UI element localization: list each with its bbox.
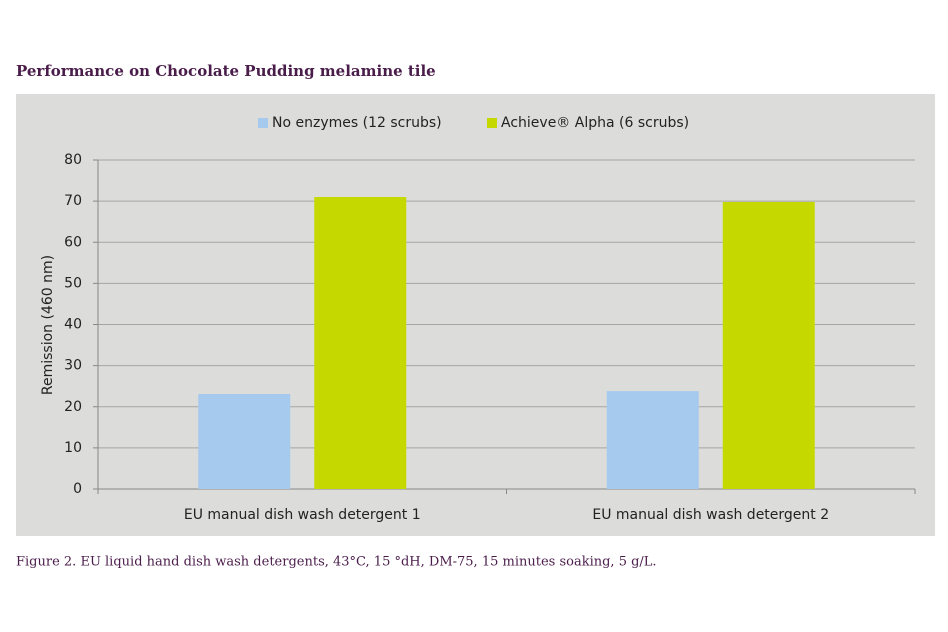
bar — [606, 391, 699, 489]
y-tick-label: 0 — [73, 481, 82, 497]
y-tick-label: 10 — [64, 440, 82, 456]
y-tick-label: 60 — [64, 234, 82, 250]
y-tick-label: 20 — [64, 399, 82, 415]
y-tick-label: 80 — [64, 152, 82, 168]
bar — [314, 197, 407, 489]
y-tick-label: 50 — [64, 275, 82, 291]
chart-title: Performance on Chocolate Pudding melamin… — [16, 62, 436, 80]
bar — [198, 394, 291, 489]
caption: Figure 2. EU liquid hand dish wash deter… — [16, 555, 657, 570]
x-tick-label: EU manual dish wash detergent 1 — [184, 507, 421, 523]
y-tick-label: 30 — [64, 358, 82, 374]
legend-label: Achieve® Alpha (6 scrubs) — [501, 115, 689, 131]
y-tick-label: 40 — [64, 317, 82, 333]
bar — [722, 201, 815, 489]
x-tick-label: EU manual dish wash detergent 2 — [592, 507, 829, 523]
legend-label: No enzymes (12 scrubs) — [272, 115, 442, 131]
y-axis-label: Remission (460 nm) — [40, 255, 56, 395]
legend-swatch — [258, 118, 268, 128]
y-tick-label: 70 — [64, 193, 82, 209]
legend-swatch — [487, 118, 497, 128]
